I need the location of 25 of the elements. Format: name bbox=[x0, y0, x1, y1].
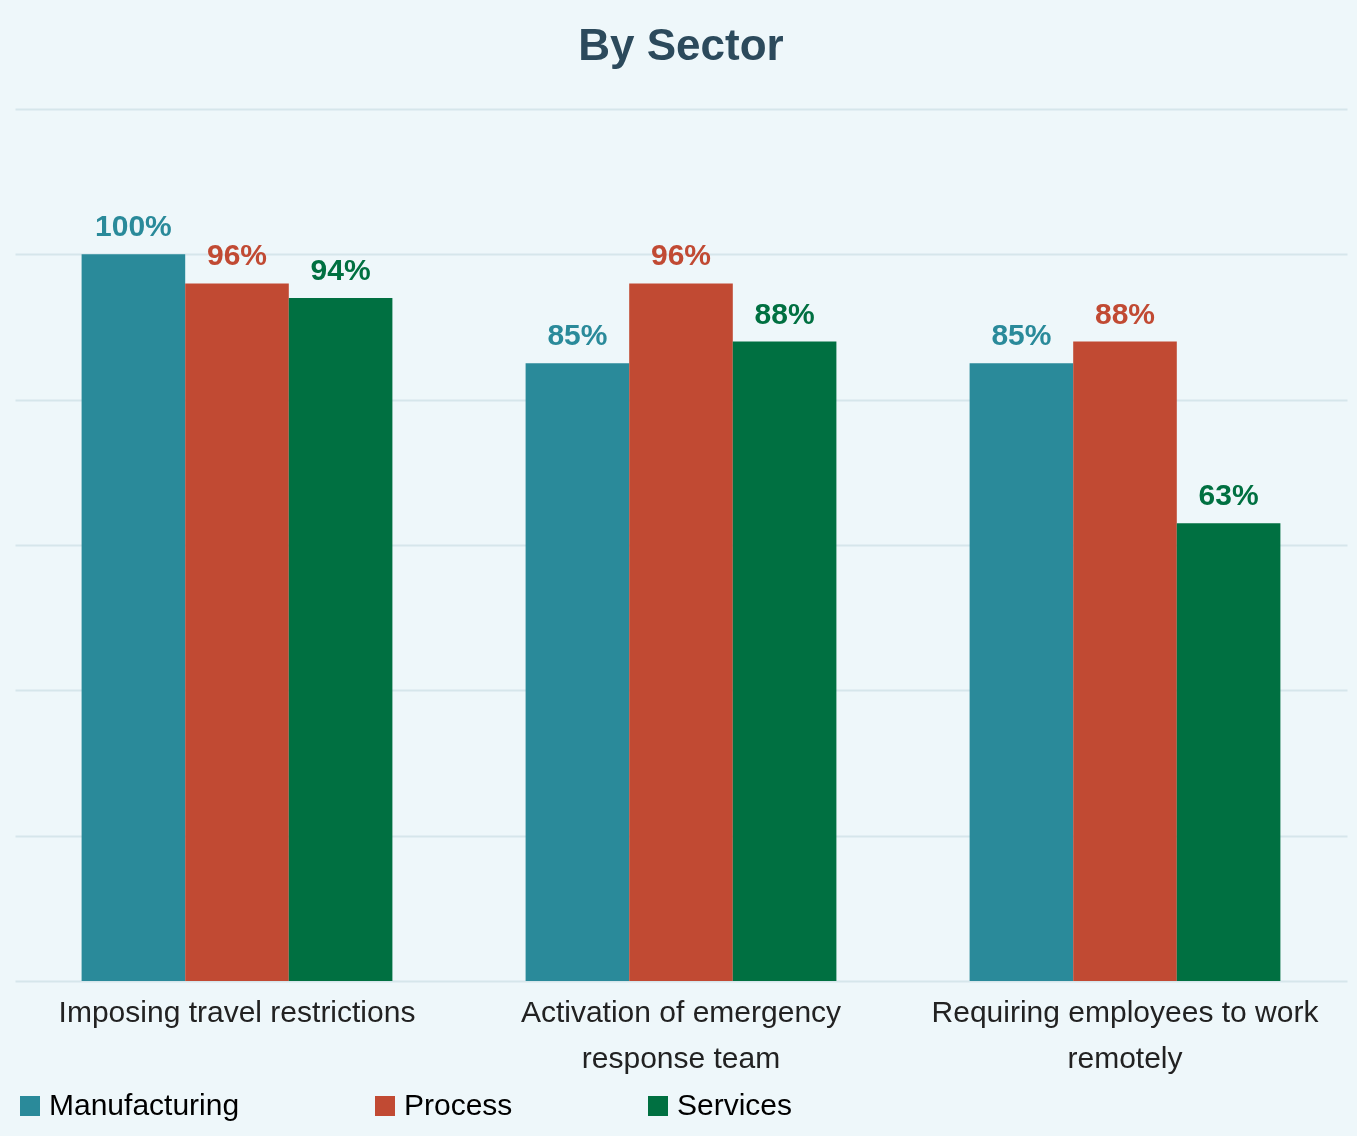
legend-label: Services bbox=[677, 1088, 793, 1121]
data-label: 94% bbox=[310, 252, 371, 286]
legend-label: Manufacturing bbox=[49, 1088, 240, 1121]
bar bbox=[732, 341, 837, 981]
x-tick-label: Requiring employees to work remotely bbox=[931, 994, 1320, 1074]
data-label: 63% bbox=[1198, 478, 1259, 512]
legend-label: Process bbox=[404, 1088, 513, 1121]
bar bbox=[525, 363, 630, 981]
data-label: 100% bbox=[95, 209, 172, 243]
data-label: 88% bbox=[1094, 296, 1156, 330]
x-tick-label: Imposing travel restrictions bbox=[58, 994, 416, 1028]
data-label: 96% bbox=[206, 238, 268, 272]
data-label: 85% bbox=[547, 318, 608, 352]
data-label: 85% bbox=[991, 318, 1052, 352]
bar bbox=[1073, 341, 1177, 981]
bar bbox=[81, 254, 186, 981]
data-label: 96% bbox=[650, 238, 712, 272]
data-label: 88% bbox=[754, 296, 815, 330]
chart-title: By Sector bbox=[578, 20, 784, 69]
bar bbox=[288, 297, 393, 981]
bar bbox=[1176, 523, 1281, 981]
x-tick-label: Activation of emergency response team bbox=[520, 994, 842, 1074]
bar bbox=[629, 283, 733, 981]
bar bbox=[185, 283, 289, 981]
bar bbox=[969, 363, 1074, 981]
